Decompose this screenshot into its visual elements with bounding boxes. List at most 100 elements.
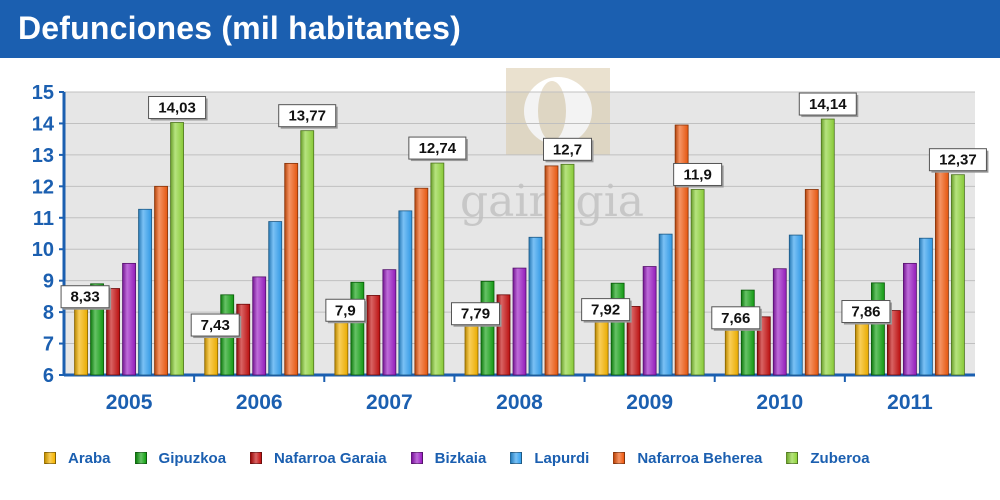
bar <box>674 124 689 376</box>
bar <box>268 221 283 376</box>
legend-swatch <box>44 452 56 464</box>
bar <box>366 295 381 376</box>
data-label-box <box>325 298 366 322</box>
data-label: 12,37 <box>928 148 989 173</box>
legend-swatch <box>786 452 799 464</box>
bar <box>820 118 835 376</box>
bar <box>544 165 559 376</box>
legend-item: Zuberoa <box>786 449 870 467</box>
legend-label: Nafarroa Garaia <box>274 449 387 467</box>
legend-swatch <box>250 452 263 464</box>
legend-item: Nafarroa Garaia <box>250 450 387 467</box>
bar <box>74 301 88 376</box>
data-label: 11,9 <box>673 162 724 188</box>
data-label-text: 13,77 <box>288 108 326 125</box>
legend-item: Gipuzkoa <box>134 449 227 467</box>
data-label-text: 12,37 <box>939 152 977 169</box>
data-label-box <box>581 298 631 322</box>
x-tick-label: 2010 <box>756 391 803 414</box>
bar <box>626 306 641 376</box>
legend-item: Araba <box>44 450 111 467</box>
bar <box>464 318 479 376</box>
legend-swatch <box>410 452 423 464</box>
bar <box>935 171 949 376</box>
data-label: 7,79 <box>451 302 502 327</box>
data-label: 13,77 <box>278 104 338 129</box>
watermark-logo <box>506 68 610 155</box>
y-tick-label: 11 <box>33 208 54 230</box>
data-label: 12,7 <box>543 137 594 163</box>
legend-item: Bizkaia <box>410 449 487 467</box>
x-tick-label: 2005 <box>106 391 153 414</box>
bar <box>642 266 657 376</box>
bar <box>951 174 965 376</box>
data-label: 7,86 <box>841 300 892 325</box>
data-label-text: 14,14 <box>809 96 847 113</box>
legend: Araba Gipuzkoa Nafarroa Garaia Bizkaia Lapur… <box>44 447 894 469</box>
y-tick-label: 8 <box>43 302 54 324</box>
legend-swatch <box>613 452 626 464</box>
data-label-text: 14,03 <box>158 100 196 117</box>
legend-item: Lapurdi <box>510 450 589 467</box>
bar <box>740 289 755 376</box>
bar <box>480 280 495 376</box>
data-label: 14,14 <box>798 92 859 118</box>
bar <box>919 237 933 376</box>
data-label-box <box>451 302 500 326</box>
bar <box>528 236 543 376</box>
data-label-box <box>278 104 337 128</box>
bar <box>284 162 299 376</box>
watermark-inner <box>538 81 566 141</box>
data-label-text: 11,9 <box>683 166 711 183</box>
bar <box>594 314 609 376</box>
data-label-text: 7,92 <box>591 302 620 319</box>
data-label-text: 7,86 <box>851 304 880 321</box>
bar <box>772 268 787 376</box>
data-label: 14,03 <box>148 96 208 121</box>
data-label-box <box>408 136 467 160</box>
legend-item: Nafarroa Beherea <box>613 450 762 467</box>
data-label-box <box>711 306 761 330</box>
bar <box>610 282 625 376</box>
bar <box>138 208 152 376</box>
data-label: 7,9 <box>325 298 367 324</box>
data-label-text: 7,43 <box>201 317 230 334</box>
bar <box>887 310 901 376</box>
bar <box>170 122 184 376</box>
chart-title: Defunciones (mil habitantes) <box>18 10 461 46</box>
data-label-text: 7,66 <box>721 310 750 327</box>
bar <box>300 130 315 376</box>
bar <box>756 316 771 376</box>
data-label-text: 7,9 <box>335 302 356 319</box>
bar <box>855 316 869 376</box>
legend-label: Bizkaia <box>434 449 487 467</box>
title-bar: Defunciones (mil habitantes) <box>0 0 1000 58</box>
data-label-box <box>190 313 240 337</box>
bar <box>350 281 365 376</box>
data-label-text: 12,7 <box>553 141 582 158</box>
bar <box>804 189 819 376</box>
legend-swatch <box>510 452 523 464</box>
bar <box>122 262 136 376</box>
legend-label: Gipuzkoa <box>158 449 227 467</box>
x-tick-label: 2008 <box>496 391 543 414</box>
bar <box>690 189 705 376</box>
data-label-text: 12,74 <box>419 140 457 157</box>
data-label: 12,74 <box>408 136 468 162</box>
data-label: 7,66 <box>711 306 762 331</box>
bar <box>154 185 168 376</box>
data-label-box <box>148 96 207 120</box>
legend-swatch <box>134 452 147 464</box>
data-label: 7,92 <box>581 298 632 323</box>
legend-label: Zuberoa <box>810 449 870 467</box>
bar-chart: gairegia67891011121314152005200620072008… <box>32 68 989 414</box>
data-label: 8,33 <box>60 285 112 310</box>
legend-label: Lapurdi <box>534 449 590 467</box>
x-tick-label: 2006 <box>236 391 283 414</box>
bar <box>903 262 917 376</box>
y-tick-label: 9 <box>43 271 54 293</box>
data-label-box <box>60 285 110 309</box>
data-label: 7,43 <box>190 313 242 339</box>
y-tick-label: 12 <box>32 176 54 198</box>
bar <box>334 314 349 376</box>
